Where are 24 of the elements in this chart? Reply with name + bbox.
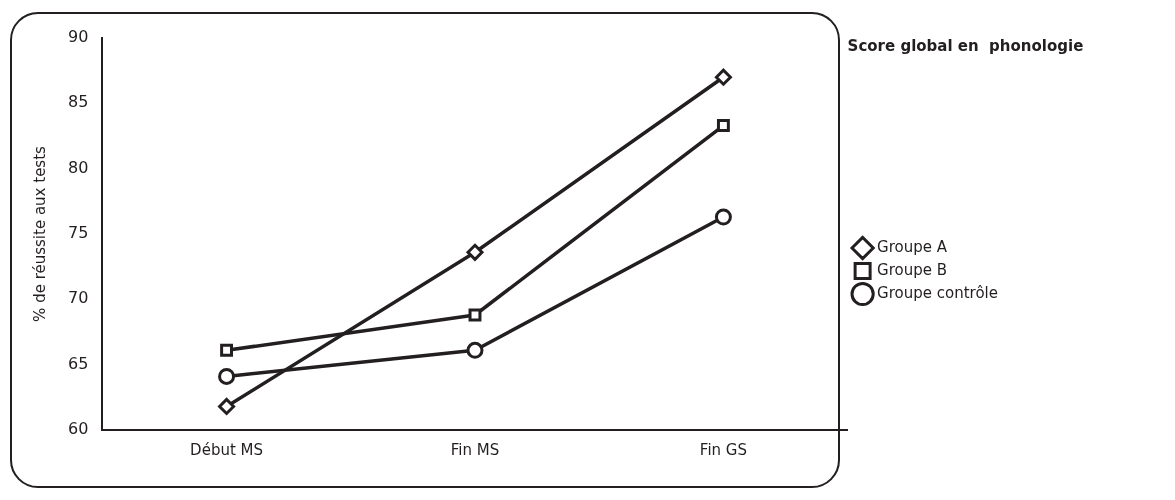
x-tick-label: Fin GS [699, 440, 747, 459]
point [466, 341, 484, 359]
point [468, 308, 482, 322]
legend-label: Groupe B [877, 260, 948, 279]
y-tick-label: 60 [68, 419, 89, 439]
point [714, 68, 732, 86]
y-tick-label: 65 [68, 353, 89, 373]
point [218, 397, 236, 415]
y-tick-label: 80 [68, 157, 89, 177]
point [466, 243, 484, 261]
point [220, 343, 234, 357]
legend-label: Groupe A [877, 237, 948, 256]
y-tick-label: 85 [68, 92, 89, 112]
point [716, 119, 730, 132]
y-tick-label: 70 [68, 288, 89, 308]
y-tick-label: 90 [68, 27, 89, 47]
point [218, 367, 236, 385]
x-tick-label: Début MS [190, 440, 264, 459]
point [714, 208, 732, 226]
y-tick-label: 75 [68, 223, 89, 243]
x-tick-label: Fin MS [450, 440, 500, 459]
legend-label: Groupe contrôle [877, 283, 998, 302]
y-axis-title: % de réussite aux tests [30, 145, 49, 322]
legend-title: Score global en phonologie [847, 37, 1084, 56]
